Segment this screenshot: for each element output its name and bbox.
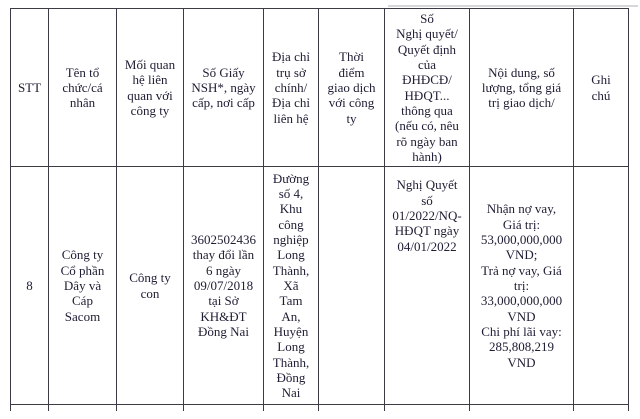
cell-license-number: 3602502436 thay đổi lần 6 ngày 09/07/201…	[183, 166, 264, 406]
partial-cell	[183, 404, 264, 411]
cell-notes	[573, 166, 629, 406]
scan-artifact-line	[388, 5, 638, 7]
header-transaction-time: Thời điểm giao dịch với công ty	[318, 7, 385, 168]
cell-address: Đường số 4, Khu công nghiệp Long Thành, …	[263, 166, 319, 406]
partial-cell	[573, 404, 629, 411]
cell-transaction-content: Nhận nợ vay, Giá trị: 53,000,000,000 VND…	[469, 166, 574, 406]
cell-stt: 8	[10, 166, 49, 406]
next-row-partial	[10, 404, 629, 411]
header-stt: STT	[10, 7, 49, 168]
header-address: Địa chỉ trụ sở chính/ Địa chỉ liên hệ	[263, 7, 319, 168]
header-organization-name: Tên tổ chức/cá nhân	[48, 7, 117, 168]
cell-relationship: Công ty con	[116, 166, 184, 406]
table-row: 8 Công ty Cổ phần Dây và Cáp Sacom Công …	[10, 166, 629, 406]
partial-cell	[48, 404, 117, 411]
header-resolution-number: Số Nghị quyết/ Quyết định của ĐHĐCĐ/ HĐQ…	[384, 7, 470, 168]
partial-cell	[384, 404, 470, 411]
table-header-row: STT Tên tổ chức/cá nhân Mối quan hệ liên…	[10, 7, 629, 168]
header-license-number: Số Giấy NSH*, ngày cấp, nơi cấp	[183, 7, 264, 168]
partial-cell	[318, 404, 385, 411]
partial-cell	[10, 404, 49, 411]
partial-cell	[263, 404, 319, 411]
cell-transaction-time	[318, 166, 385, 406]
header-transaction-content: Nội dung, số lượng, tổng giá trị giao dị…	[469, 7, 574, 168]
partial-cell	[116, 404, 184, 411]
cell-resolution-number: Nghị Quyết số 01/2022/NQ- HĐQT ngày 04/0…	[384, 166, 470, 406]
header-relationship: Mối quan hệ liên quan với công ty	[116, 7, 184, 168]
partial-cell	[469, 404, 574, 411]
cell-organization-name: Công ty Cổ phần Dây và Cáp Sacom	[48, 166, 117, 406]
related-party-transactions-table: STT Tên tổ chức/cá nhân Mối quan hệ liên…	[10, 7, 629, 411]
header-notes: Ghi chú	[573, 7, 629, 168]
